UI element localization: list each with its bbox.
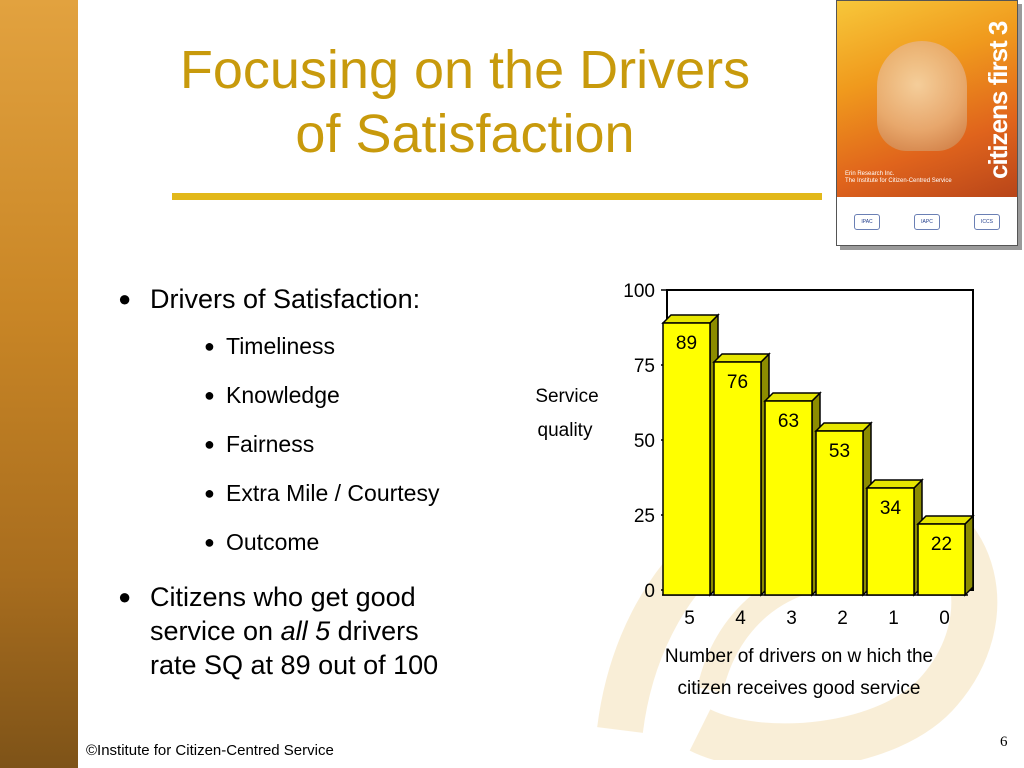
cover-logo-row: IPAC IAPC ICCS — [837, 199, 1017, 245]
cover-small-text-2: The Institute for Citizen-Centred Servic… — [845, 178, 952, 184]
sub-bullet-knowledge: ● Knowledge — [118, 381, 538, 409]
service-quality-bar-chart: 0 25 50 75 100 Service quality 89 5 76 4 63 3 53 2 34 1 2… — [535, 281, 975, 699]
bullet-citizens-line-2: service on all 5 drivers — [150, 614, 538, 648]
x-tick-label: 2 — [837, 608, 848, 629]
bar-data-label: 22 — [931, 534, 952, 555]
cover-small-text: Erin Research Inc. The Institute for Cit… — [845, 171, 975, 185]
bar — [815, 430, 864, 596]
x-axis-label-line-2: citizen receives good service — [678, 678, 921, 699]
sub-bullet-text: Timeliness — [226, 333, 336, 359]
y-axis-label-line-1: Service — [535, 386, 598, 407]
slide-title-line-2: of Satisfaction — [295, 104, 635, 164]
bullet-citizens-line-2-pre: service on — [150, 616, 281, 646]
sub-bullet-dot: ● — [204, 532, 215, 552]
slide-title: Focusing on the Drivers of Satisfaction — [110, 38, 820, 166]
cover-logo-iapc: IAPC — [914, 214, 940, 230]
x-tick-label: 0 — [939, 608, 950, 629]
bullet-list: ● Drivers of Satisfaction: ● Timeliness … — [118, 282, 538, 682]
cover-portrait — [877, 41, 967, 151]
bullet-dot: ● — [118, 584, 132, 609]
bar-top-face — [763, 392, 822, 402]
y-tick-label: 100 — [623, 281, 655, 302]
cover-logo-ipac: IPAC — [854, 214, 880, 230]
sub-bullet-text: Extra Mile / Courtesy — [226, 480, 440, 506]
bar — [764, 400, 813, 596]
bullet-citizens-line-1: Citizens who get good — [150, 582, 416, 612]
bullet-dot: ● — [118, 286, 132, 311]
bar — [866, 487, 915, 596]
footer-copyright: ©Institute for Citizen-Centred Service — [86, 742, 334, 759]
y-tick-label: 0 — [644, 581, 655, 602]
bar-data-label: 76 — [727, 372, 748, 393]
bullet-drivers-text: Drivers of Satisfaction: — [150, 284, 421, 314]
sub-bullet-dot: ● — [204, 336, 215, 356]
sub-bullet-dot: ● — [204, 434, 215, 454]
sub-bullet-dot: ● — [204, 385, 215, 405]
sub-bullet-text: Knowledge — [226, 382, 340, 408]
sub-bullet-timeliness: ● Timeliness — [118, 332, 538, 360]
bar-data-label: 89 — [676, 333, 697, 354]
bar-top-face — [661, 314, 720, 324]
sub-bullet-extra-mile: ● Extra Mile / Courtesy — [118, 479, 538, 507]
bar-top-face — [865, 479, 924, 489]
bullet-drivers: ● Drivers of Satisfaction: — [118, 282, 538, 316]
bar — [713, 361, 762, 596]
y-tick-label: 50 — [634, 431, 655, 452]
bullet-citizens-emphasis: all 5 — [280, 616, 331, 646]
bullet-citizens-line-2-post: drivers — [330, 616, 419, 646]
y-tick-label: 75 — [634, 356, 655, 377]
y-axis-label-line-2: quality — [538, 420, 593, 441]
bullet-citizens-line-3: rate SQ at 89 out of 100 — [150, 650, 439, 680]
bar-data-label: 34 — [880, 498, 902, 519]
x-tick-label: 4 — [735, 608, 746, 629]
y-tick-label: 25 — [634, 506, 655, 527]
x-tick-label: 5 — [684, 608, 695, 629]
bar-top-face — [916, 515, 975, 525]
bar-top-face — [712, 353, 771, 363]
page-number: 6 — [1000, 734, 1008, 750]
cover-brand-text: citizens first 3 — [983, 21, 1013, 179]
bar — [917, 523, 966, 596]
x-tick-label: 1 — [888, 608, 899, 629]
title-underline — [172, 193, 822, 200]
bullet-citizens: ● Citizens who get good service on all 5… — [118, 580, 538, 682]
bar-data-label: 63 — [778, 411, 799, 432]
left-decorative-bar — [0, 0, 78, 768]
sub-bullet-fairness: ● Fairness — [118, 430, 538, 458]
bar-data-label: 53 — [829, 441, 850, 462]
x-axis-label-line-1: Number of drivers on w hich the — [665, 646, 933, 667]
cover-artwork: citizens first 3 Erin Research Inc. The … — [837, 1, 1017, 197]
sub-bullet-outcome: ● Outcome — [118, 528, 538, 556]
report-cover-image: citizens first 3 Erin Research Inc. The … — [836, 0, 1018, 246]
sub-bullet-text: Fairness — [226, 431, 315, 457]
bar-side-face — [964, 514, 974, 597]
cover-small-text-1: Erin Research Inc. — [845, 171, 895, 177]
bar-top-face — [814, 422, 873, 432]
slide-title-line-1: Focusing on the Drivers — [179, 40, 751, 100]
sub-bullet-text: Outcome — [226, 529, 320, 555]
bar — [662, 322, 711, 596]
sub-bullet-dot: ● — [204, 483, 215, 503]
cover-logo-iccs: ICCS — [974, 214, 1000, 230]
x-tick-label: 3 — [786, 608, 797, 629]
